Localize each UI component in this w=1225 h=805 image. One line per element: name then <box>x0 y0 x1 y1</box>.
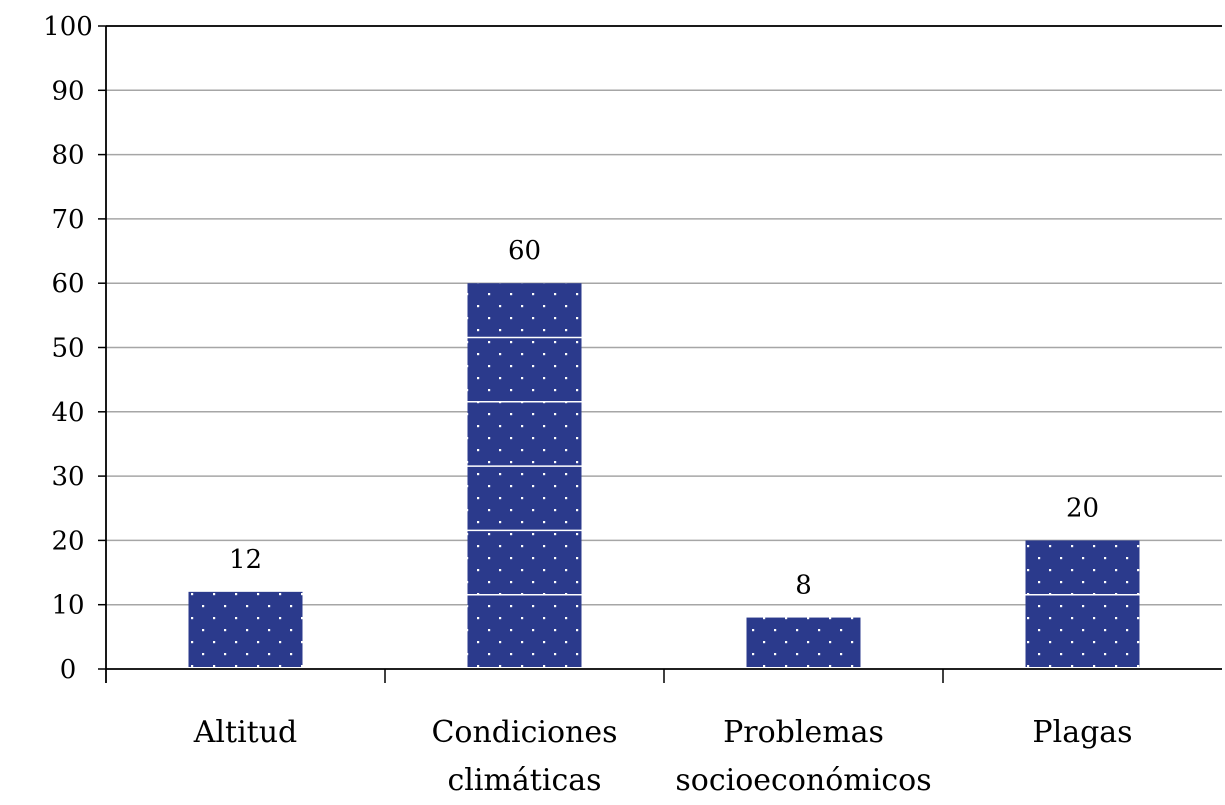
x-category-label: Problemas socioeconómicos <box>675 715 931 798</box>
data-label: 60 <box>508 236 541 266</box>
data-label: 8 <box>795 571 812 601</box>
bar <box>746 617 861 667</box>
x-category-label: Altitud <box>193 715 298 750</box>
labels: 0 10 20 30 40 50 60 70 80 90 100 12 Altitud 60 Condici… <box>43 12 1132 798</box>
y-tick-label: 50 <box>51 334 84 364</box>
x-category-label: Condiciones climáticas <box>431 715 617 798</box>
axes <box>98 25 1222 683</box>
data-label: 20 <box>1066 493 1099 523</box>
bar <box>1025 540 1140 667</box>
y-tick-label: 90 <box>51 76 84 106</box>
y-tick-label: 0 <box>60 655 77 685</box>
bars <box>188 283 1140 667</box>
y-tick-label: 10 <box>51 591 84 621</box>
x-category-label: Plagas <box>1032 715 1132 750</box>
y-tick-label: 60 <box>51 269 84 299</box>
y-tick-label: 100 <box>43 12 93 42</box>
y-tick-label: 80 <box>51 141 84 171</box>
y-tick-label: 30 <box>51 462 84 492</box>
gridlines <box>106 25 1222 606</box>
y-tick-label: 20 <box>51 526 84 556</box>
y-tick-label: 70 <box>51 205 84 235</box>
y-tick-label: 40 <box>51 398 84 428</box>
bar <box>467 283 582 667</box>
bar <box>188 591 303 667</box>
data-label: 12 <box>229 545 262 575</box>
